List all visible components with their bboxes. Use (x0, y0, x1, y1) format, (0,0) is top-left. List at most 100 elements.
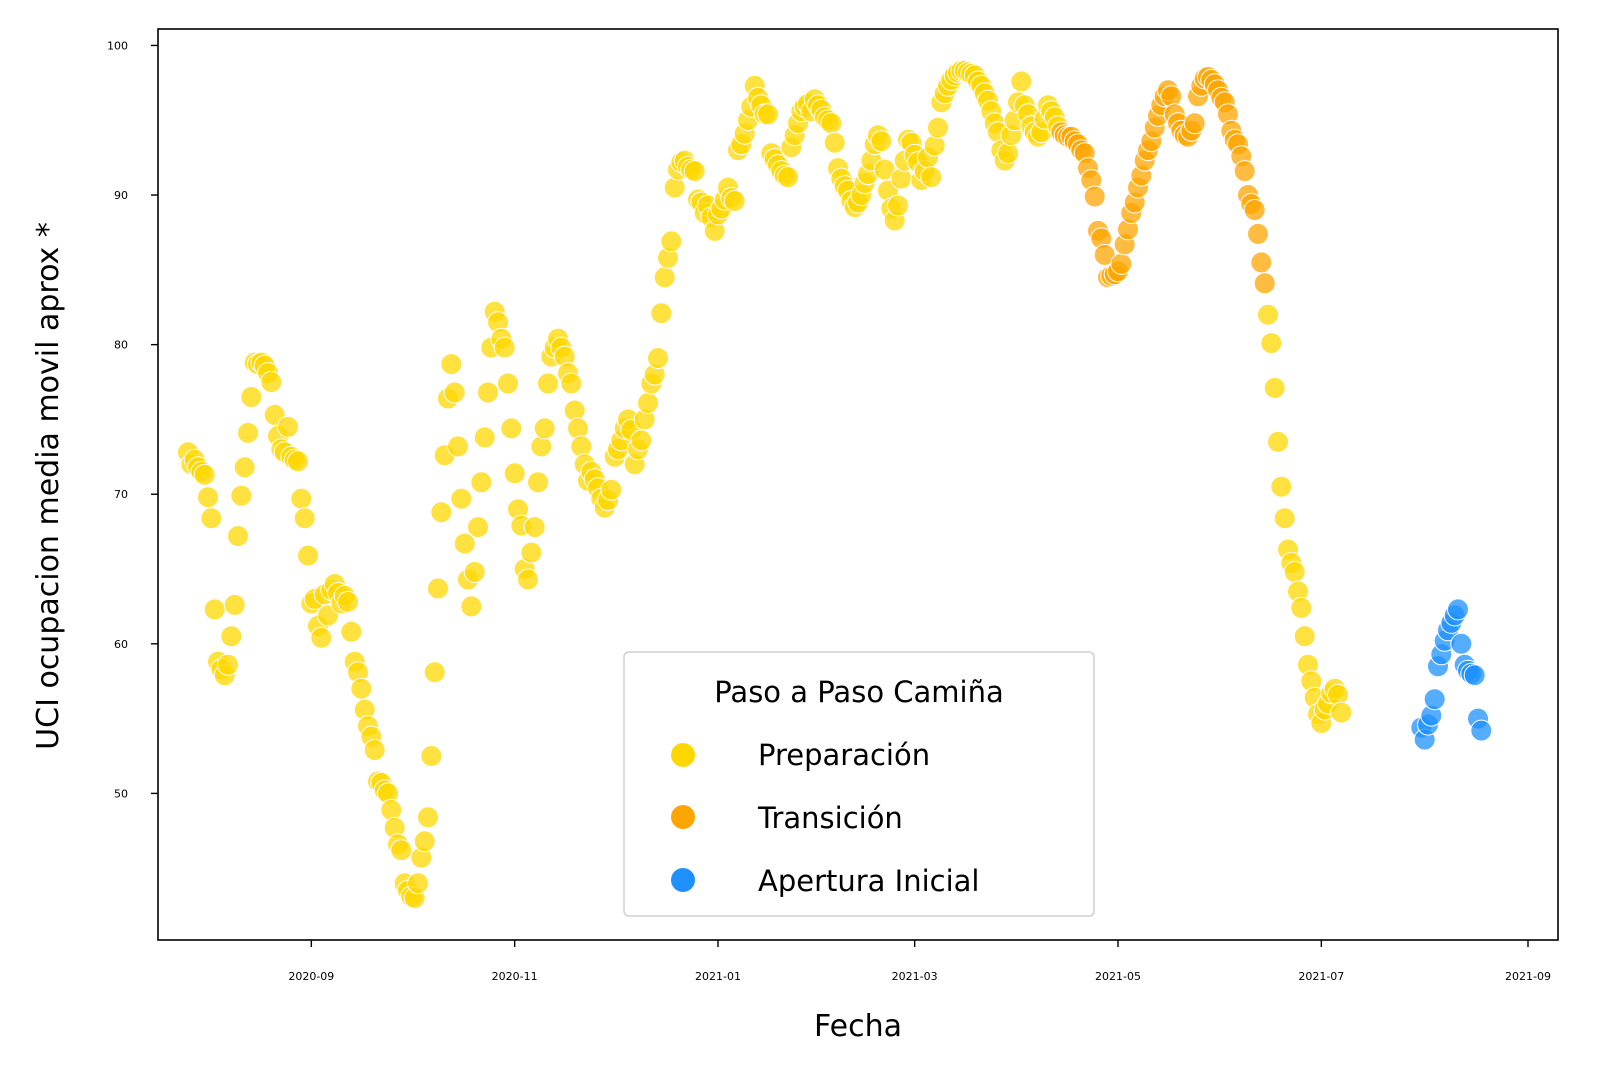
data-point-preparacion (523, 516, 546, 539)
data-point-preparacion (423, 661, 446, 684)
data-point-preparacion (340, 620, 363, 643)
data-point-preparacion (417, 806, 439, 829)
data-point-preparacion (197, 486, 219, 509)
data-point-preparacion (920, 166, 943, 189)
data-point-transicion (1110, 252, 1133, 275)
data-point-preparacion (363, 739, 386, 761)
x-tick-label: 2021-01 (695, 970, 741, 983)
data-point-preparacion (533, 417, 556, 440)
data-point-apertura-inicial (1423, 688, 1446, 711)
data-point-preparacion (1260, 332, 1283, 355)
data-point-preparacion (443, 381, 466, 404)
data-point-preparacion (193, 463, 216, 486)
data-point-preparacion (1263, 377, 1286, 399)
data-point-preparacion (380, 798, 403, 821)
data-point-preparacion (460, 595, 483, 618)
legend-marker-transicion (671, 805, 695, 829)
data-point-preparacion (527, 471, 549, 494)
data-point-preparacion (453, 532, 476, 555)
data-point-preparacion (570, 435, 593, 458)
data-point-transicion (1183, 112, 1206, 135)
data-point-preparacion (1327, 683, 1349, 706)
data-point-preparacion (637, 392, 659, 414)
x-tick-label: 2020-11 (492, 970, 538, 983)
legend-label-transicion: Transición (757, 801, 903, 835)
data-point-preparacion (650, 302, 673, 325)
data-point-preparacion (420, 745, 443, 767)
data-point-preparacion (630, 429, 653, 452)
y-axis-title: UCI ocupacion media movil aprox * (31, 222, 66, 750)
data-point-preparacion (200, 507, 223, 530)
data-point-preparacion (503, 462, 526, 485)
data-point-transicion (1243, 199, 1266, 221)
data-point-preparacion (683, 160, 706, 183)
data-point-preparacion (497, 372, 519, 395)
data-point-preparacion (350, 677, 373, 700)
data-point-preparacion (723, 190, 746, 212)
data-point-preparacion (997, 142, 1019, 165)
data-point-preparacion (427, 577, 449, 600)
data-point-preparacion (337, 590, 359, 613)
data-point-preparacion (563, 399, 586, 422)
y-axis: 50 60 70 80 90 100 (107, 39, 158, 800)
data-point-preparacion (500, 417, 523, 440)
data-point-preparacion (663, 176, 686, 199)
data-point-transicion (1233, 160, 1256, 183)
data-point-apertura-inicial (1447, 598, 1469, 621)
legend-title: Paso a Paso Camiña (714, 675, 1004, 709)
data-point-preparacion (887, 194, 909, 217)
data-point-preparacion (227, 525, 249, 548)
data-point-preparacion (493, 336, 516, 359)
legend-label-apertura-inicial: Apertura Inicial (758, 864, 980, 898)
y-tick-label: 60 (114, 638, 128, 651)
data-point-preparacion (660, 230, 683, 253)
data-point-preparacion (820, 112, 843, 135)
data-point-preparacion (290, 487, 313, 510)
data-point-transicion (1253, 272, 1276, 295)
data-point-preparacion (600, 478, 623, 501)
data-point-preparacion (240, 386, 263, 408)
data-point-preparacion (517, 568, 539, 591)
data-point-preparacion (890, 167, 913, 190)
data-point-preparacion (407, 872, 429, 895)
data-point-preparacion (470, 471, 493, 494)
legend-marker-preparacion (671, 743, 695, 767)
data-point-preparacion (463, 561, 486, 583)
data-point-preparacion (870, 130, 893, 153)
data-point-preparacion (217, 653, 239, 676)
data-point-preparacion (757, 103, 779, 126)
data-point-preparacion (203, 598, 226, 621)
data-point-preparacion (237, 421, 259, 444)
data-point-preparacion (297, 544, 319, 567)
data-point-preparacion (277, 415, 299, 438)
data-point-preparacion (1290, 596, 1313, 619)
data-point-preparacion (310, 626, 333, 649)
y-tick-label: 50 (114, 787, 128, 800)
data-point-preparacion (537, 372, 559, 395)
data-point-preparacion (430, 501, 453, 524)
x-tick-label: 2020-09 (288, 970, 334, 983)
data-point-preparacion (1010, 70, 1033, 93)
data-point-transicion (1083, 185, 1106, 208)
data-point-preparacion (1293, 625, 1316, 648)
legend-marker-apertura-inicial (671, 868, 695, 892)
data-point-preparacion (287, 450, 309, 473)
data-point-preparacion (413, 830, 436, 853)
data-point-preparacion (223, 593, 246, 616)
data-point-preparacion (530, 435, 553, 458)
data-point-preparacion (220, 625, 243, 648)
x-tick-label: 2021-09 (1505, 970, 1551, 983)
data-point-preparacion (567, 417, 589, 440)
data-point-preparacion (777, 166, 799, 189)
data-point-preparacion (473, 426, 496, 449)
legend-box (623, 651, 1095, 917)
plot-frame (157, 28, 1559, 941)
points-layer (177, 59, 1493, 910)
data-point-preparacion (520, 541, 543, 564)
data-point-transicion (1250, 251, 1273, 274)
data-point-preparacion (230, 484, 253, 507)
data-point-apertura-inicial (1463, 664, 1486, 687)
data-point-preparacion (1283, 561, 1306, 583)
data-point-preparacion (477, 381, 499, 404)
